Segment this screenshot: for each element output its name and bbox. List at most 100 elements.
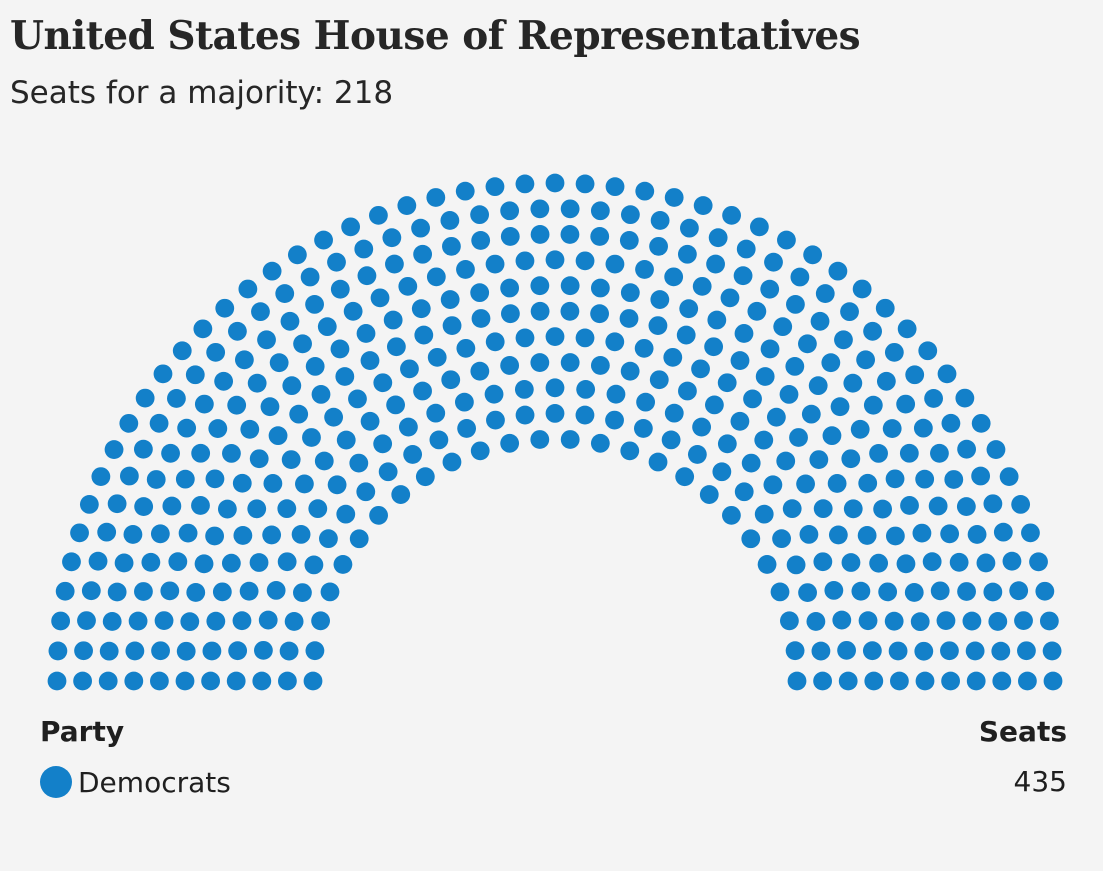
seat-dot <box>677 244 697 264</box>
seat-dot <box>882 419 902 438</box>
seat-dot <box>634 338 654 358</box>
seat-dot <box>515 328 535 348</box>
seat-dot <box>411 299 431 319</box>
seat-dot <box>734 482 754 502</box>
seat-dot <box>810 311 830 331</box>
seat-dot <box>314 451 334 471</box>
seat-dot <box>763 475 783 495</box>
seat-dot <box>754 430 774 450</box>
seat-dot <box>48 641 68 661</box>
seat-dot <box>232 473 252 493</box>
seat-dot <box>741 529 761 549</box>
seat-dot <box>135 388 155 408</box>
seat-dot <box>941 671 960 691</box>
seat-dot <box>530 353 550 372</box>
seat-dot <box>440 290 460 309</box>
seat-dot <box>675 467 695 487</box>
seat-dot <box>281 450 301 470</box>
seat-dot <box>99 641 119 661</box>
seat-dot <box>178 523 198 543</box>
seat-dot <box>704 337 724 357</box>
seat-dot <box>813 552 833 572</box>
seat-dot <box>206 611 226 631</box>
seat-dot <box>134 497 154 516</box>
seat-dot <box>385 254 404 274</box>
seat-dot <box>1011 495 1031 514</box>
seat-dot <box>215 298 235 318</box>
seat-dot <box>263 474 283 493</box>
seat-dot <box>785 356 805 376</box>
seat-dot <box>278 671 297 691</box>
seat-dot <box>760 339 780 359</box>
seat-dot <box>649 236 668 256</box>
seat-dot <box>905 365 925 385</box>
seat-dot <box>530 199 550 219</box>
seat-dot <box>619 231 639 250</box>
seat-dot <box>993 522 1013 542</box>
seat-dot <box>1042 641 1062 661</box>
seat-dot <box>391 485 411 504</box>
seat-dot <box>427 347 447 367</box>
seat-dot <box>843 499 863 519</box>
seat-dot <box>252 671 272 691</box>
seat-dot <box>940 641 959 661</box>
seat-dot <box>327 475 347 495</box>
seat-dot <box>878 582 898 602</box>
seat-dot <box>70 523 89 543</box>
seat-dot <box>191 496 210 515</box>
seat-dot <box>303 671 323 691</box>
seat-dot <box>717 434 737 454</box>
seat-dot <box>988 612 1008 631</box>
seat-dot <box>514 380 534 399</box>
seat-dot <box>733 266 753 286</box>
seat-dot <box>247 499 267 519</box>
seat-dot <box>692 276 712 296</box>
seat-dot <box>530 430 550 449</box>
seat-dot <box>605 410 624 430</box>
seat-dot <box>922 552 942 572</box>
seat-dot <box>560 199 580 219</box>
seat-dot <box>168 552 188 572</box>
seat-dot <box>605 177 625 197</box>
seat-dot <box>320 582 340 602</box>
seat-dot <box>47 671 67 691</box>
seat-dot <box>680 218 699 238</box>
seat-dot <box>262 525 282 545</box>
seat-dot <box>370 288 390 308</box>
seat-dot <box>869 553 889 573</box>
seat-dot <box>305 295 324 314</box>
seat-dot <box>808 376 828 396</box>
seat-dot <box>277 552 297 572</box>
seat-dot <box>575 328 595 348</box>
seat-dot <box>314 230 333 250</box>
seat-dot <box>590 227 610 246</box>
seat-dot <box>260 397 280 417</box>
seat-dot <box>857 526 877 545</box>
seat-dot <box>530 276 550 296</box>
seat-dot <box>327 252 346 272</box>
seat-dot <box>257 330 276 350</box>
seat-dot <box>311 611 330 631</box>
seat-dot <box>806 612 826 631</box>
seat-dot <box>373 434 393 454</box>
seat-dot <box>356 482 376 502</box>
seat-dot <box>635 181 655 201</box>
legend-party-header: Party <box>40 715 125 748</box>
seat-dot <box>661 430 681 450</box>
seat-dot <box>349 453 369 473</box>
seat-dot <box>837 640 856 660</box>
seat-dot <box>470 441 490 461</box>
seat-dot <box>832 610 852 630</box>
seat-dot <box>282 376 302 396</box>
seat-dot <box>760 279 780 299</box>
seat-dot <box>373 373 393 393</box>
seat-dot <box>239 581 259 601</box>
seat-dot <box>650 290 670 309</box>
seat-dot <box>486 410 505 430</box>
seat-dot <box>456 338 476 358</box>
seat-dot <box>560 276 580 296</box>
seat-dot <box>712 462 732 482</box>
seat-dot <box>983 582 1003 602</box>
seat-dot <box>971 466 991 486</box>
seat-dot <box>1018 671 1037 691</box>
